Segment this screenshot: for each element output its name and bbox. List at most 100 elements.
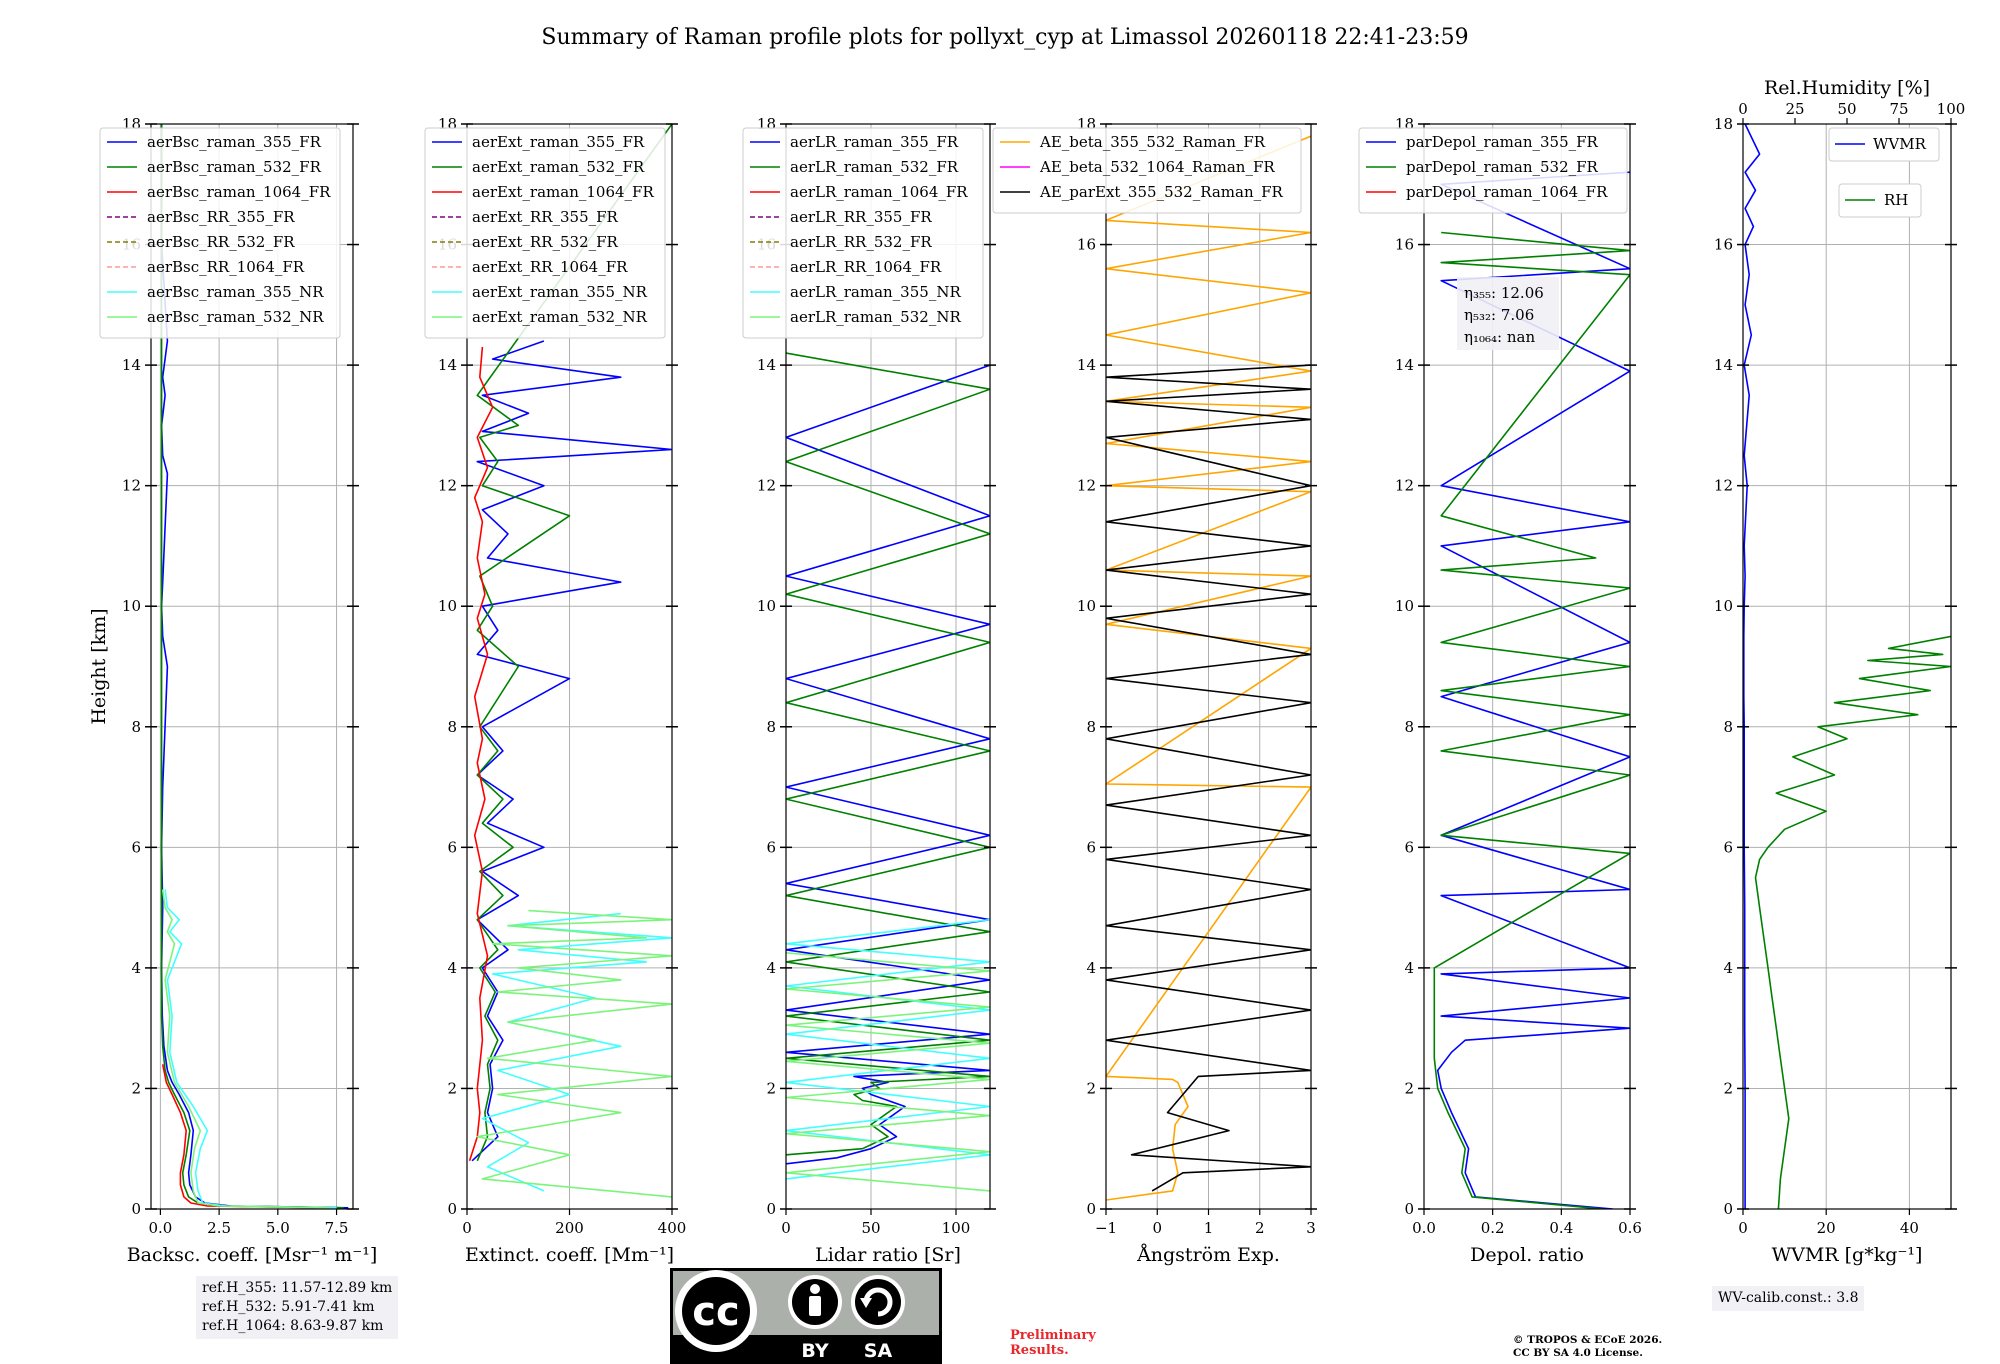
series-group xyxy=(1433,171,1630,1209)
legend-box-wvmr xyxy=(1828,127,1940,162)
legend-box xyxy=(424,127,666,339)
axes-frame xyxy=(1423,123,1631,1210)
by-person-head xyxy=(810,1284,820,1294)
series-group xyxy=(160,124,349,1209)
x-axis-label: Extinct. coeff. [Mm⁻¹] xyxy=(465,1244,674,1266)
y-tick-label: 10 xyxy=(1395,597,1414,615)
x-tick-label: 20 xyxy=(1817,1219,1836,1237)
y-tick-label: 4 xyxy=(1086,959,1096,977)
legend-box xyxy=(742,127,984,339)
x-tick-label: 0.2 xyxy=(1481,1219,1505,1237)
y-tick-label: 14 xyxy=(122,356,141,374)
legend-entry-aerLR_RR_355_FR: aerLR_RR_355_FR xyxy=(790,208,932,226)
x-tick-label: 0 xyxy=(462,1219,472,1237)
preliminary-line2: Results. xyxy=(1010,1343,1069,1358)
y-tick-label: 8 xyxy=(131,718,141,736)
x-tick-label: 40 xyxy=(1900,1219,1919,1237)
legend-entry-aerExt_raman_1064_FR: aerExt_raman_1064_FR xyxy=(472,183,654,201)
y-tick-label: 2 xyxy=(131,1079,141,1097)
cc-by-sa-badge: cc BY SA xyxy=(670,1268,942,1364)
legend-entry-aerBsc_raman_1064_FR: aerBsc_raman_1064_FR xyxy=(147,183,331,201)
copyright-line1: © TROPOS & ECoE 2026. xyxy=(1513,1334,1663,1346)
y-tick-label: 8 xyxy=(447,718,457,736)
legend-entry-aerBsc_raman_355_FR: aerBsc_raman_355_FR xyxy=(147,133,322,151)
y-tick-label: 10 xyxy=(1077,597,1096,615)
legend-entry-AE_parExt_355_532_Raman_FR: AE_parExt_355_532_Raman_FR xyxy=(1039,183,1284,201)
y-tick-label: 10 xyxy=(438,597,457,615)
wv-calib-box: WV-calib.const.: 3.8 xyxy=(1712,1286,1865,1311)
x-axis-label: Backsc. coeff. [Msr⁻¹ m⁻¹] xyxy=(127,1244,378,1266)
wv-calib-label: WV-calib.const.: 3.8 xyxy=(1718,1290,1859,1306)
y-tick-label: 12 xyxy=(438,477,457,495)
reference-heights-box: ref.H_355: 11.57-12.89 km ref.H_532: 5.9… xyxy=(196,1276,399,1339)
x-tick-label: 0 xyxy=(1152,1219,1162,1237)
x-axis-label: Ångström Exp. xyxy=(1136,1244,1280,1266)
x-tick-label: 2.5 xyxy=(207,1219,231,1237)
top-x-tick-label: 100 xyxy=(1937,100,1966,118)
y-tick-label: 6 xyxy=(131,838,141,856)
legend: aerLR_raman_355_FR aerLR_raman_532_FR aerL… xyxy=(742,127,984,339)
x-tick-label: 0 xyxy=(781,1219,791,1237)
eta-1064-label: η₁₀₆₄: nan xyxy=(1464,328,1535,346)
x-tick-label: 50 xyxy=(861,1219,880,1237)
series-group xyxy=(786,352,990,1192)
x-tick-label: 5.0 xyxy=(266,1219,290,1237)
y-tick-label: 6 xyxy=(1404,838,1414,856)
x-tick-label: 200 xyxy=(555,1219,584,1237)
top-x-axis-label: Rel.Humidity [%] xyxy=(1764,77,1930,99)
legend-entry-aerLR_raman_532_NR: aerLR_raman_532_NR xyxy=(790,308,961,326)
top-x-tick-label: 25 xyxy=(1785,100,1804,118)
x-axis-label: Depol. ratio xyxy=(1470,1244,1584,1266)
y-tick-label: 10 xyxy=(122,597,141,615)
x-tick-label: −1 xyxy=(1095,1219,1117,1237)
y-tick-label: 8 xyxy=(1404,718,1414,736)
series-line-aerLR_raman_532_NR xyxy=(786,952,990,1192)
legend-entry-aerExt_raman_532_FR: aerExt_raman_532_FR xyxy=(472,158,645,176)
series-line-WVMR xyxy=(1743,124,1761,1209)
y-tick-label: 4 xyxy=(1723,959,1733,977)
y-tick-label: 2 xyxy=(766,1079,776,1097)
x-tick-label: 1 xyxy=(1204,1219,1214,1237)
badge-by-label: BY xyxy=(801,1340,828,1362)
ref-height-355: ref.H_355: 11.57-12.89 km xyxy=(202,1280,393,1296)
y-tick-label: 2 xyxy=(1404,1079,1414,1097)
y-tick-label: 0 xyxy=(131,1200,141,1218)
legend-entry-parDepol_raman_532_FR: parDepol_raman_532_FR xyxy=(1406,158,1599,176)
series-line-aerExt_raman_1064_FR xyxy=(468,346,494,1162)
legend-entry-aerBsc_raman_532_NR: aerBsc_raman_532_NR xyxy=(147,308,324,326)
copyright-line2: CC BY SA 4.0 License. xyxy=(1513,1347,1643,1359)
y-tick-label: 12 xyxy=(1395,477,1414,495)
series-line-aerBsc_raman_532_FR xyxy=(160,124,344,1209)
y-axis-label: Height [km] xyxy=(88,608,110,724)
y-tick-label: 6 xyxy=(447,838,457,856)
x-tick-label: 0.6 xyxy=(1618,1219,1642,1237)
series-group xyxy=(1743,124,1951,1209)
y-tick-label: 0 xyxy=(1404,1200,1414,1218)
x-tick-label: 100 xyxy=(942,1219,971,1237)
legend-entry-aerExt_raman_355_FR: aerExt_raman_355_FR xyxy=(472,133,645,151)
series-line-parDepol_raman_355_FR xyxy=(1436,171,1630,1209)
y-tick-label: 16 xyxy=(1077,236,1096,254)
series-line-aerLR_raman_532_FR xyxy=(786,352,990,1156)
legend-entry-aerLR_raman_355_NR: aerLR_raman_355_NR xyxy=(790,283,961,301)
legend-entry-aerLR_raman_1064_FR: aerLR_raman_1064_FR xyxy=(790,183,968,201)
legend-entry-aerBsc_raman_355_NR: aerBsc_raman_355_NR xyxy=(147,283,324,301)
legend-entry-aerExt_raman_532_NR: aerExt_raman_532_NR xyxy=(472,308,648,326)
legend-box-rh xyxy=(1838,183,1922,218)
legend-entry-parDepol_raman_1064_FR: parDepol_raman_1064_FR xyxy=(1406,183,1608,201)
axes-frame xyxy=(785,123,991,1210)
series-line-AE_beta_355_532_Raman_FR xyxy=(1106,135,1311,1201)
x-tick-label: 0.0 xyxy=(148,1219,172,1237)
badge-sa-label: SA xyxy=(864,1340,893,1362)
legend-entry-aerBsc_raman_532_FR: aerBsc_raman_532_FR xyxy=(147,158,322,176)
y-tick-label: 18 xyxy=(1714,115,1733,133)
x-tick-label: 0 xyxy=(1738,1219,1748,1237)
sa-arrow-arc xyxy=(863,1287,893,1317)
legend: WVMR RH xyxy=(1828,127,1940,218)
y-tick-label: 4 xyxy=(131,959,141,977)
eta-532-label: η₅₃₂: 7.06 xyxy=(1464,306,1534,324)
y-tick-label: 2 xyxy=(1086,1079,1096,1097)
